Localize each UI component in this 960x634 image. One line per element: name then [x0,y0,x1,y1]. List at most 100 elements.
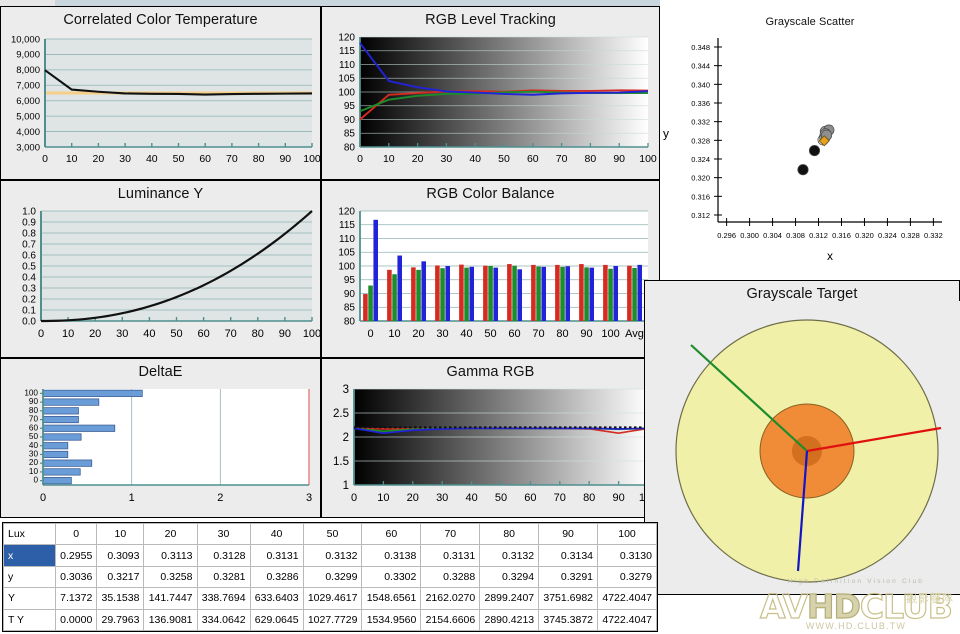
table-header-cell[interactable]: 50 [302,522,363,546]
scatter-xtick: 0.296 [717,231,736,240]
table-header-cell[interactable]: 20 [143,522,198,546]
table-cell[interactable]: 0.3138 [361,544,422,567]
table-cell[interactable]: 0.3217 [96,565,145,589]
table-cell[interactable]: 3751.6982 [538,587,599,610]
table-cell[interactable]: 2890.4213 [479,608,540,632]
table-cell[interactable]: 629.0645 [249,608,304,632]
table-header-cell[interactable]: 80 [479,522,540,546]
table-row[interactable]: x 0.2955 0.3093 0.3113 0.3128 0.3131 0.3132 0.3… [3,544,657,567]
table-cell[interactable]: 35.1538 [96,587,145,610]
table-cell[interactable]: 3745.3872 [538,608,599,632]
table-cell[interactable]: 29.7963 [96,608,145,632]
cct-ytick: 9,000 [16,50,40,61]
lum-xtick: 0 [38,328,44,340]
table-header-cell[interactable]: 30 [196,522,251,546]
table-row-label[interactable]: x [3,544,56,567]
rgbl-xtick: 0 [357,153,363,165]
table-header-cell[interactable]: 90 [538,522,599,546]
rgbl-xtick: 10 [383,153,395,165]
table-header-cell[interactable]: 40 [249,522,304,546]
table-cell[interactable]: 0.3299 [302,565,363,589]
table-cell[interactable]: 4722.4047 [597,608,657,632]
table-cell[interactable]: 7.1372 [54,587,98,610]
scatter-ytick: 0.336 [691,99,710,108]
rgbb-bar-blue [589,267,594,321]
table-cell[interactable]: 0.3134 [538,544,599,567]
table-cell[interactable]: 141.7447 [143,587,198,610]
lum-ytick: 0.1 [22,305,36,316]
table-cell[interactable]: 1027.7729 [302,608,363,632]
cct-xtick: 90 [279,153,291,165]
deltae-ytick: 80 [29,406,39,415]
cct-ytick: 7,000 [16,81,40,92]
table-row[interactable]: Y 7.1372 35.1538 141.7447 338.7694 633.6403 10… [3,587,657,610]
deltae-title: DeltaE [138,364,183,380]
table-cell[interactable]: 1548.6561 [361,587,422,610]
rgbb-xtick: 70 [532,328,544,340]
table-cell[interactable]: 0.3128 [196,544,251,567]
rgbb-ytick: 95 [344,275,356,286]
table-cell[interactable]: 0.3036 [54,565,98,589]
deltae-bar [42,415,79,424]
table-cell[interactable]: 0.0000 [54,608,98,632]
table-row[interactable]: T Y 0.0000 29.7963 136.9081 334.0642 629.0645… [3,608,657,632]
gamma-ytick: 3 [343,384,349,396]
rgbb-bar-blue [565,266,570,321]
cct-xtick: 60 [199,153,211,165]
table-cell[interactable]: 1029.4617 [302,587,363,610]
table-header-cell[interactable]: 60 [361,522,422,546]
table-cell[interactable]: 338.7694 [196,587,251,610]
table-header-cell[interactable]: 0 [54,522,98,546]
table-cell[interactable]: 0.3132 [479,544,540,567]
table-row-label[interactable]: T Y [3,608,56,632]
table-cell[interactable]: 136.9081 [143,608,198,632]
table-cell[interactable]: 1534.9560 [361,608,422,632]
watermark-url: WWW.HD.CLUB.TW [805,621,907,631]
table-cell[interactable]: 633.6403 [249,587,304,610]
scatter-xtick: 0.304 [763,231,782,240]
rgbb-xtick: 50 [484,328,496,340]
table-header-cell[interactable]: 70 [420,522,481,546]
table-cell[interactable]: 4722.4047 [597,587,657,610]
table-cell[interactable]: 0.3258 [143,565,198,589]
table-row-label[interactable]: Y [3,587,56,610]
cct-ytick: 10,000 [11,34,40,45]
lum-ytick: 0.4 [22,272,36,283]
table-cell[interactable]: 0.3281 [196,565,251,589]
table-header-row: Lux 0 10 20 30 40 50 60 70 80 90 100 [3,522,657,546]
panel-deltae: DeltaE 0 1 2 3 100 90 80 70 60 50 40 30 20 10 0 [0,358,321,518]
table-cell[interactable]: 0.3113 [143,544,198,567]
table-row[interactable]: y 0.3036 0.3217 0.3258 0.3281 0.3286 0.3299 0.3… [3,565,657,589]
table-cell[interactable]: 0.3302 [361,565,422,589]
table-cell[interactable]: 0.3093 [96,544,145,567]
deltae-bar [42,468,81,476]
table-header-cell[interactable]: 10 [96,522,145,546]
rgb-level-chart: 80 85 90 95 100 105 110 115 120 0 10 20 30 40 50 60 70 80… [338,32,657,165]
table-cell[interactable]: 0.3131 [420,544,481,567]
table-cell[interactable]: 0.3286 [249,565,304,589]
table-cell[interactable]: 0.3291 [538,565,599,589]
table-row-label[interactable]: y [3,565,56,589]
rgbb-bar-green [440,268,445,321]
table-cell[interactable]: 0.3130 [597,544,657,567]
table-cell[interactable]: 2899.2407 [479,587,540,610]
deltae-bar [42,450,69,459]
table-cell[interactable]: 0.3288 [420,565,481,589]
table-cell[interactable]: 0.3294 [479,565,540,589]
table-cell[interactable]: 2162.0270 [420,587,481,610]
table-cell[interactable]: 334.0642 [196,608,251,632]
table-cell[interactable]: 0.3131 [249,544,304,567]
table-cell[interactable]: 0.3279 [597,565,657,589]
rgb-balance-chart: 80 85 90 95 100 105 110 115 120 0 10 20 30 40 50 60 70 80… [338,206,648,340]
deltae-bar [42,389,143,397]
table-cell[interactable]: 0.3132 [302,544,363,567]
panel-correlated-color-temperature: Correlated Color Temperature 3,000 4,000 5… [0,6,321,180]
table-cell[interactable]: 2154.6606 [420,608,481,632]
panel-grayscale-scatter: Grayscale Scatter 0.312 0.316 0.320 0.324 0.… [660,0,960,279]
rgbb-bar-red [627,265,632,321]
scatter-xtick: 0.324 [878,231,897,240]
deltae-ytick: 40 [29,441,39,450]
table-header-cell[interactable]: 100 [597,522,657,546]
table-cell[interactable]: 0.2955 [54,544,98,567]
measurement-table[interactable]: Lux 0 10 20 30 40 50 60 70 80 90 100 x 0.2955 0.3093 0.… [2,522,658,632]
